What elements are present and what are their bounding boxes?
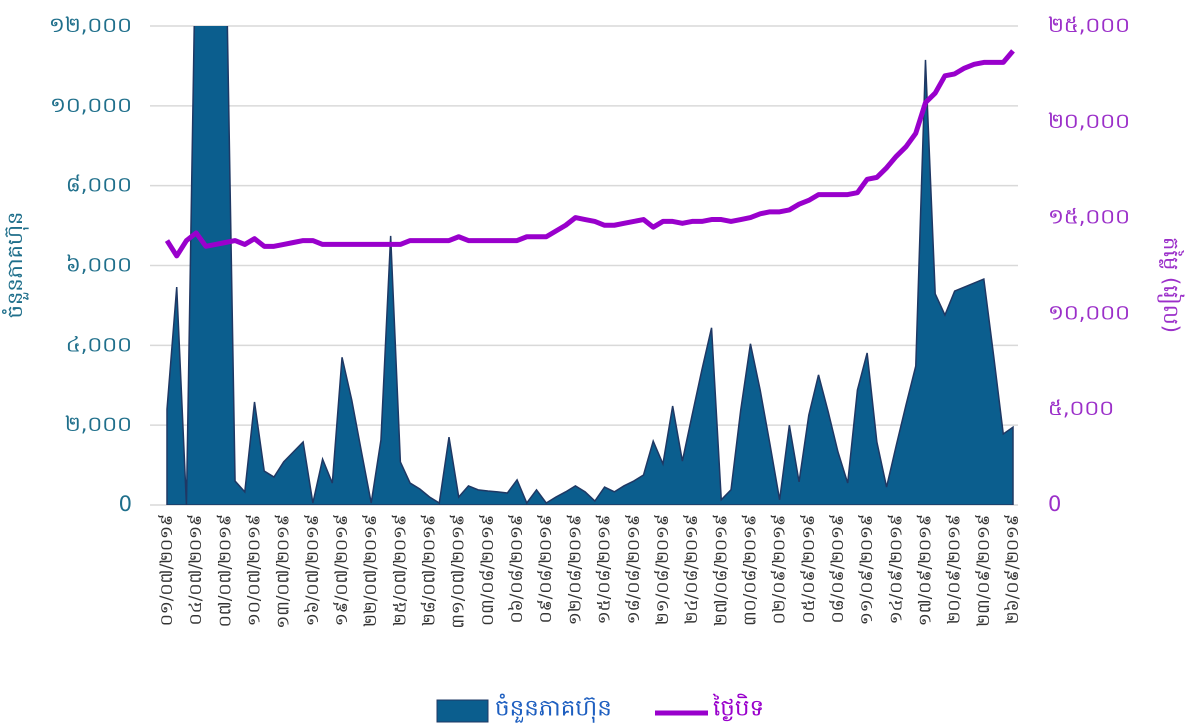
legend-swatch	[436, 699, 489, 723]
plot-area	[164, 26, 1015, 505]
y-tick-label: ១០,០០០	[50, 93, 132, 117]
x-tick-label: ០២/០៩/២០១៩	[770, 514, 790, 624]
x-tick-label: ១៩/០៧/២០១៩	[332, 514, 352, 626]
y2-axis-title: តម្លៃ (រៀល)	[1157, 237, 1185, 333]
x-tick-label: ១៧/០៩/២០១៩	[915, 514, 935, 626]
x-tick-label: ១៤/០៩/២០១៩	[886, 514, 906, 624]
x-tick-label: ៣០/០៨/២០១៩	[740, 514, 760, 626]
y2-tick-label: ៥,០០០	[1048, 396, 1114, 420]
x-tick-label: ១១/០៩/២០១៩	[857, 514, 877, 625]
x-tick-label: ០៣/០៨/២០១៩	[478, 514, 498, 626]
line	[164, 49, 1015, 259]
x-tick-label: ១៣/០៧/២០១៩	[274, 514, 294, 629]
x-tick-label: ២៣/០៩/២០១៩	[974, 514, 994, 627]
legend-label: ចំនួនភាគហ៊ុន	[495, 694, 612, 724]
x-tick-label: ០៨/០៩/២០១៩	[828, 514, 848, 623]
x-tick-label: ២៤/០៨/២០១៩	[682, 514, 702, 624]
x-tick-label: ២២/០៧/២០១៩	[361, 514, 381, 627]
x-tick-label: ២១/០៨/២០១៩	[653, 514, 673, 625]
y-tick-label: 0	[119, 492, 132, 516]
legend-label: ថ្ងៃបិទ	[712, 694, 764, 722]
x-tick-label: ១៦/០៧/២០១៩	[303, 514, 323, 626]
y2-tick-label: ២០,០០០	[1048, 109, 1130, 133]
y-tick-label: ១២,០០០	[49, 13, 132, 37]
x-tick-label: ០១/០៧/២០១៩	[157, 514, 177, 626]
y-tick-label: ២,០០០	[65, 412, 132, 436]
x-tick-label: ២០/០៩/២០១៩	[945, 514, 965, 624]
area	[166, 26, 1014, 505]
x-tick-label: ១៨/០៨/២០១៩	[624, 514, 644, 624]
y-tick-label: ៤,០០០	[66, 332, 132, 356]
y2-tick-label: ១៥,០០០	[1048, 205, 1130, 229]
x-tick-label: ០៦/០៨/២០១៩	[507, 514, 527, 623]
y-tick-label: ៨,០០០	[66, 173, 132, 197]
y2-tick-label: ២៥,០០០	[1048, 13, 1130, 37]
x-tick-label: ០៧/០៧/២០១៩	[215, 514, 235, 627]
x-tick-label: ១៥/០៨/២០១៩	[595, 514, 615, 624]
x-tick-label: ២៦/០៩/២០១៩	[1003, 514, 1023, 624]
x-tick-label: ១២/០៨/២០១៩	[565, 514, 585, 625]
x-tick-label: ៣១/០៧/២០១៩	[449, 514, 469, 629]
y-axis-title: ចំនួនភាគហ៊ុន	[2, 212, 29, 319]
x-tick-label: ០៩/០៨/២០១៩	[536, 514, 556, 623]
x-tick-label: ០៥/០៩/២០១៩	[799, 514, 819, 623]
x-tick-label: ២៥/០៧/២០១៩	[390, 514, 410, 626]
x-tick-label: ០៤/០៧/២០១៩	[186, 514, 206, 625]
x-tick-label: ១០/០៧/២០១៩	[245, 514, 265, 626]
y2-tick-label: 0	[1048, 492, 1061, 516]
x-tick-label: ២៨/០៧/២០១៩	[420, 514, 440, 626]
x-tick-label: ២៧/០៨/២០១៩	[711, 514, 731, 626]
y-tick-label: ៦,០០០	[66, 253, 132, 277]
y2-tick-label: ១០,០០០	[1048, 300, 1130, 324]
